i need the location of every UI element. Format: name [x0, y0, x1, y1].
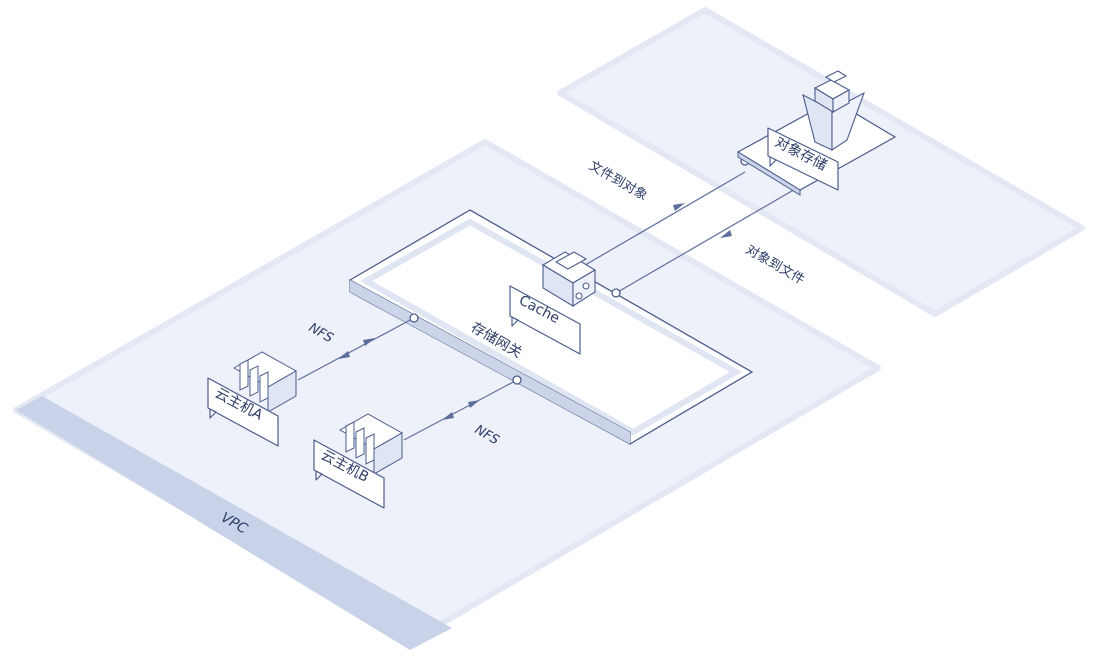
- flow-label-object-to-file: 对象到文件: [743, 242, 807, 287]
- object-storage-icon: [802, 70, 866, 152]
- vpc-zone: VPC: [13, 139, 881, 650]
- cache-box-icon: [541, 251, 597, 308]
- server-icon-host-b: [338, 413, 404, 475]
- flow-label-file-to-object: 文件到对象: [586, 158, 650, 203]
- arrow-nfs-b-out: [442, 412, 454, 420]
- vpc-strip: [16, 396, 452, 650]
- arrow-file-to-object: [673, 203, 685, 211]
- arrow-nfs-a-out: [338, 351, 350, 359]
- flow-lines: [297, 171, 798, 441]
- arrow-nfs-a-in: [363, 338, 375, 346]
- cache-node: Cache: [509, 251, 597, 355]
- host-a-node: 云主机A: [207, 351, 298, 447]
- arrow-nfs-b-in: [468, 400, 480, 408]
- object-storage-node: 对象存储: [736, 70, 897, 196]
- arrow-object-to-file: [720, 230, 732, 238]
- server-icon-host-a: [232, 351, 298, 413]
- flow-arrows: [338, 203, 732, 420]
- host-b-node: 云主机B: [313, 413, 404, 509]
